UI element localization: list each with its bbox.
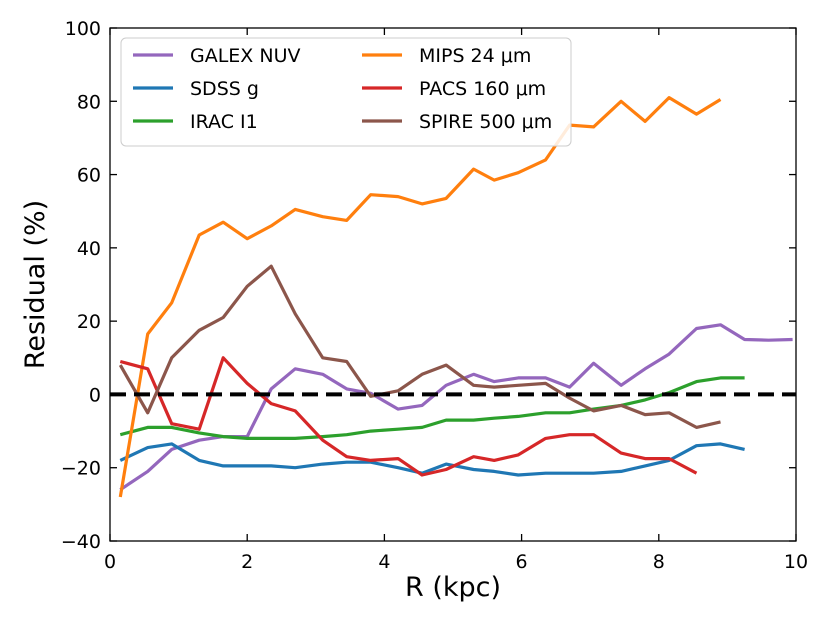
series-lines: [118, 95, 793, 498]
series-line-sdss-g: [119, 442, 745, 477]
legend-label-galex-nuv: GALEX NUV: [190, 45, 300, 67]
series-line-pacs-160-m: [119, 356, 698, 477]
legend-label-irac-i1: IRAC I1: [190, 111, 258, 133]
legend: GALEX NUV SDSS g IRAC I1 MIPS 24 μm PACS 160…: [120, 37, 572, 147]
series-line-irac-i1: [119, 376, 745, 440]
x-tick-label: 8: [653, 551, 665, 573]
legend-label-pacs-160-m: PACS 160 μm: [419, 78, 546, 100]
y-tick-label: −20: [61, 458, 101, 480]
y-tick-label: 40: [77, 238, 101, 260]
series-line-spire-500-m: [118, 264, 721, 429]
y-tick-label: −40: [61, 531, 101, 553]
legend-label-sdss-g: SDSS g: [190, 78, 259, 100]
x-tick-label: 4: [378, 551, 390, 573]
y-tick-label: 100: [65, 18, 101, 40]
y-axis-title: Residual (%): [20, 200, 51, 369]
legend-label-mips-24-m: MIPS 24 μm: [419, 45, 531, 67]
x-tick-label: 0: [104, 551, 116, 573]
y-tick-label: 0: [89, 384, 101, 406]
x-tick-label: 6: [516, 551, 528, 573]
legend-label-spire-500-m: SPIRE 500 μm: [419, 111, 552, 133]
series-line-mips-24-m: [118, 95, 722, 498]
x-axis-title: R (kpc): [405, 572, 501, 603]
axis-ticks: 0 2 4 6 8 10 −40 −20 0 20 40 60 80 100: [61, 18, 808, 573]
y-tick-label: 80: [77, 91, 101, 113]
y-tick-label: 60: [77, 165, 101, 187]
x-tick-label: 10: [784, 551, 808, 573]
plot-frame: [109, 27, 797, 542]
legend-box: [120, 37, 572, 147]
x-tick-label: 2: [241, 551, 253, 573]
y-tick-label: 20: [77, 311, 101, 333]
